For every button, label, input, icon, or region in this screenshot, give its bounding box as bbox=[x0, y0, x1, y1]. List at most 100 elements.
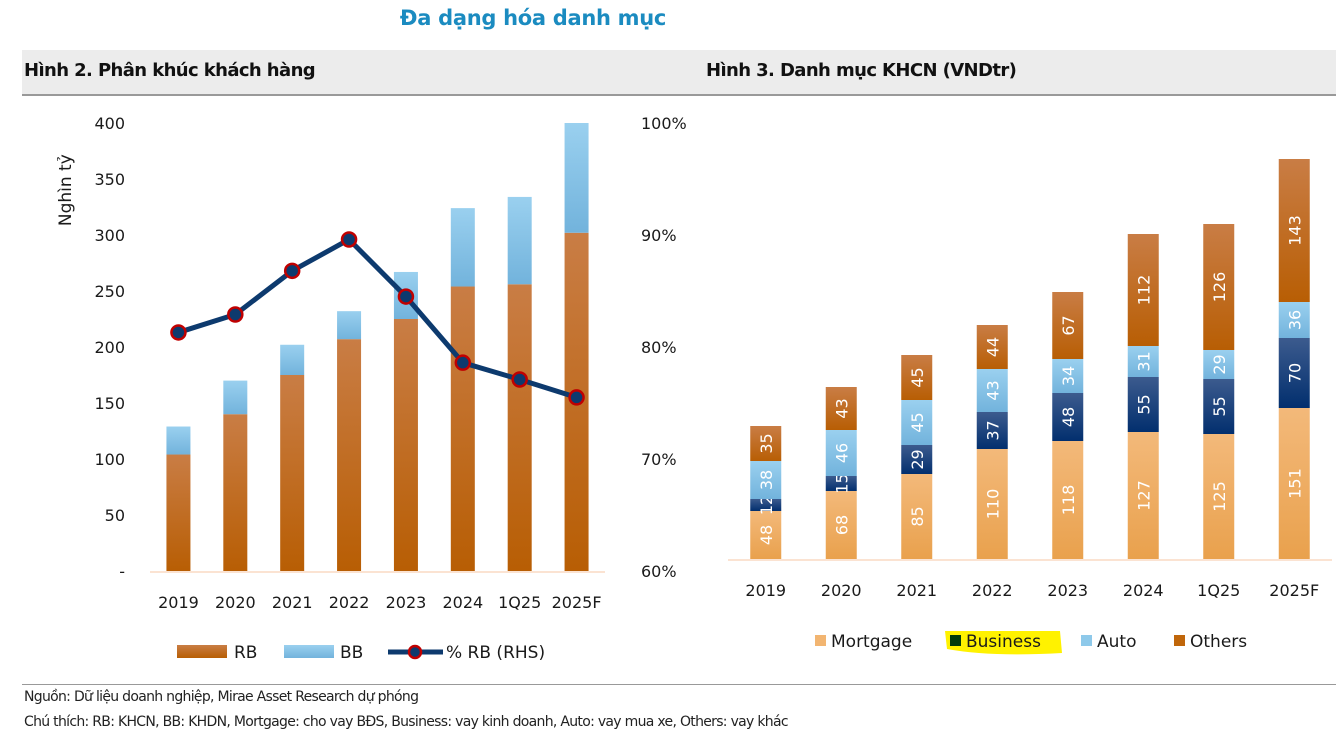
x-tick-label: 2023 bbox=[386, 593, 427, 612]
data-label: 29 bbox=[1210, 354, 1229, 374]
segment-auto bbox=[1127, 346, 1159, 377]
data-label: 46 bbox=[832, 443, 851, 463]
y-tick-label: 350 bbox=[94, 170, 125, 189]
segment-business bbox=[750, 499, 782, 511]
data-label: 68 bbox=[832, 515, 851, 535]
legend-swatch-mortgage bbox=[815, 635, 826, 646]
segment-business bbox=[976, 412, 1008, 449]
segment-others bbox=[1278, 159, 1310, 302]
bar-rb bbox=[337, 339, 362, 571]
figure3-title: Hình 3. Danh mục KHCN (VNDtr) bbox=[706, 60, 1017, 81]
data-label: 38 bbox=[757, 470, 776, 490]
bar-rb bbox=[280, 375, 305, 571]
segment-mortgage bbox=[976, 449, 1008, 559]
data-label: 15 bbox=[832, 473, 851, 493]
legend-label-rb: RB bbox=[234, 643, 257, 663]
legend-swatch-auto bbox=[1081, 635, 1092, 646]
segment-others bbox=[825, 387, 857, 430]
data-label: 31 bbox=[1134, 351, 1153, 371]
line-pct-rb bbox=[177, 236, 578, 400]
segment-business bbox=[1278, 338, 1310, 408]
x-tick-label: 2021 bbox=[272, 593, 313, 612]
x-tick-label: 2021 bbox=[896, 581, 937, 600]
data-label: 67 bbox=[1059, 315, 1078, 335]
customer-segment-chart: - 50 100 150 200 250 300 350 400 60% 70% 80% 90% 100%… bbox=[56, 114, 687, 663]
x-tick-label: 2023 bbox=[1047, 581, 1088, 600]
y-tick-label: 50 bbox=[105, 506, 125, 525]
x-tick-label: 2025F bbox=[1269, 581, 1319, 600]
data-label: 126 bbox=[1210, 272, 1229, 303]
data-label: 29 bbox=[908, 449, 927, 469]
legend-note: Chú thích: RB: KHCN, BB: KHDN, Mortgage:… bbox=[24, 714, 789, 730]
legend-swatch-business bbox=[950, 635, 961, 646]
data-label: 44 bbox=[983, 337, 1002, 357]
segment-auto bbox=[901, 400, 933, 445]
figure-header-bar: Hình 2. Phân khúc khách hàng Hình 3. Dan… bbox=[22, 50, 1336, 96]
data-label: 55 bbox=[1210, 396, 1229, 416]
data-label: 48 bbox=[757, 525, 776, 545]
data-label: 85 bbox=[908, 506, 927, 526]
legend-label-business: Business bbox=[966, 632, 1041, 652]
marker-pct-rb bbox=[340, 231, 358, 248]
y-tick-label: 150 bbox=[94, 394, 125, 413]
data-label: 37 bbox=[983, 420, 1002, 440]
x-tick-label: 2020 bbox=[215, 593, 256, 612]
segment-business bbox=[1052, 393, 1084, 441]
legend-label-others: Others bbox=[1190, 632, 1247, 652]
figure2-title: Hình 2. Phân khúc khách hàng bbox=[24, 60, 316, 81]
y2-tick-label: 90% bbox=[641, 226, 677, 245]
legend-label-bb: BB bbox=[340, 643, 363, 663]
data-label: 151 bbox=[1285, 468, 1304, 499]
bar-bb bbox=[166, 426, 191, 455]
segment-mortgage bbox=[1127, 432, 1159, 559]
data-label: 36 bbox=[1285, 310, 1304, 330]
segment-mortgage bbox=[901, 474, 933, 559]
segment-auto bbox=[1203, 350, 1235, 379]
x-tick-label: 2022 bbox=[972, 581, 1013, 600]
bar-bb bbox=[337, 311, 362, 340]
marker-pct-rb bbox=[227, 306, 244, 323]
segment-others bbox=[976, 325, 1008, 369]
segment-mortgage bbox=[750, 511, 782, 559]
bar-bb bbox=[280, 344, 305, 375]
legend-label-mortgage: Mortgage bbox=[831, 632, 912, 652]
segment-mortgage bbox=[1052, 441, 1084, 559]
segment-others bbox=[901, 355, 933, 400]
segment-mortgage bbox=[825, 491, 857, 559]
segment-business bbox=[901, 445, 933, 474]
x-tick-label: 2024 bbox=[442, 593, 483, 612]
marker-pct-rb bbox=[511, 371, 528, 388]
data-label: 43 bbox=[983, 380, 1002, 400]
segment-auto bbox=[976, 369, 1008, 412]
segment-others bbox=[1052, 292, 1084, 359]
y-tick-label: 100 bbox=[94, 450, 125, 469]
data-label: 43 bbox=[832, 398, 851, 418]
data-label: 12 bbox=[757, 495, 776, 515]
legend-label-auto: Auto bbox=[1097, 632, 1136, 652]
source-note: Nguồn: Dữ liệu doanh nghiệp, Mirae Asset… bbox=[24, 689, 419, 705]
marker-pct-rb bbox=[283, 262, 301, 280]
data-label: 127 bbox=[1134, 480, 1153, 511]
marker-pct-rb bbox=[454, 354, 472, 371]
data-label: 143 bbox=[1285, 215, 1304, 246]
y-tick-label: - bbox=[119, 562, 125, 581]
data-label: 35 bbox=[757, 433, 776, 453]
marker-pct-rb bbox=[397, 288, 415, 305]
segment-mortgage bbox=[1203, 434, 1235, 559]
x-tick-label: 1Q25 bbox=[1197, 581, 1240, 600]
y-tick-label: 200 bbox=[94, 338, 125, 357]
data-label: 125 bbox=[1210, 481, 1229, 512]
segment-auto bbox=[1052, 359, 1084, 393]
segment-auto bbox=[750, 461, 782, 499]
x-tick-label: 2019 bbox=[158, 593, 199, 612]
legend-swatch-others bbox=[1174, 635, 1185, 646]
marker-pct-rb bbox=[568, 389, 585, 406]
segment-mortgage bbox=[1278, 408, 1310, 559]
segment-business bbox=[1127, 377, 1159, 432]
x-tick-label: 2019 bbox=[745, 581, 786, 600]
main-title: Đa dạng hóa danh mục bbox=[399, 6, 667, 30]
data-label: 45 bbox=[908, 412, 927, 432]
legend-highlight bbox=[945, 631, 1062, 655]
bar-bb bbox=[223, 380, 248, 415]
data-label: 48 bbox=[1059, 407, 1078, 427]
